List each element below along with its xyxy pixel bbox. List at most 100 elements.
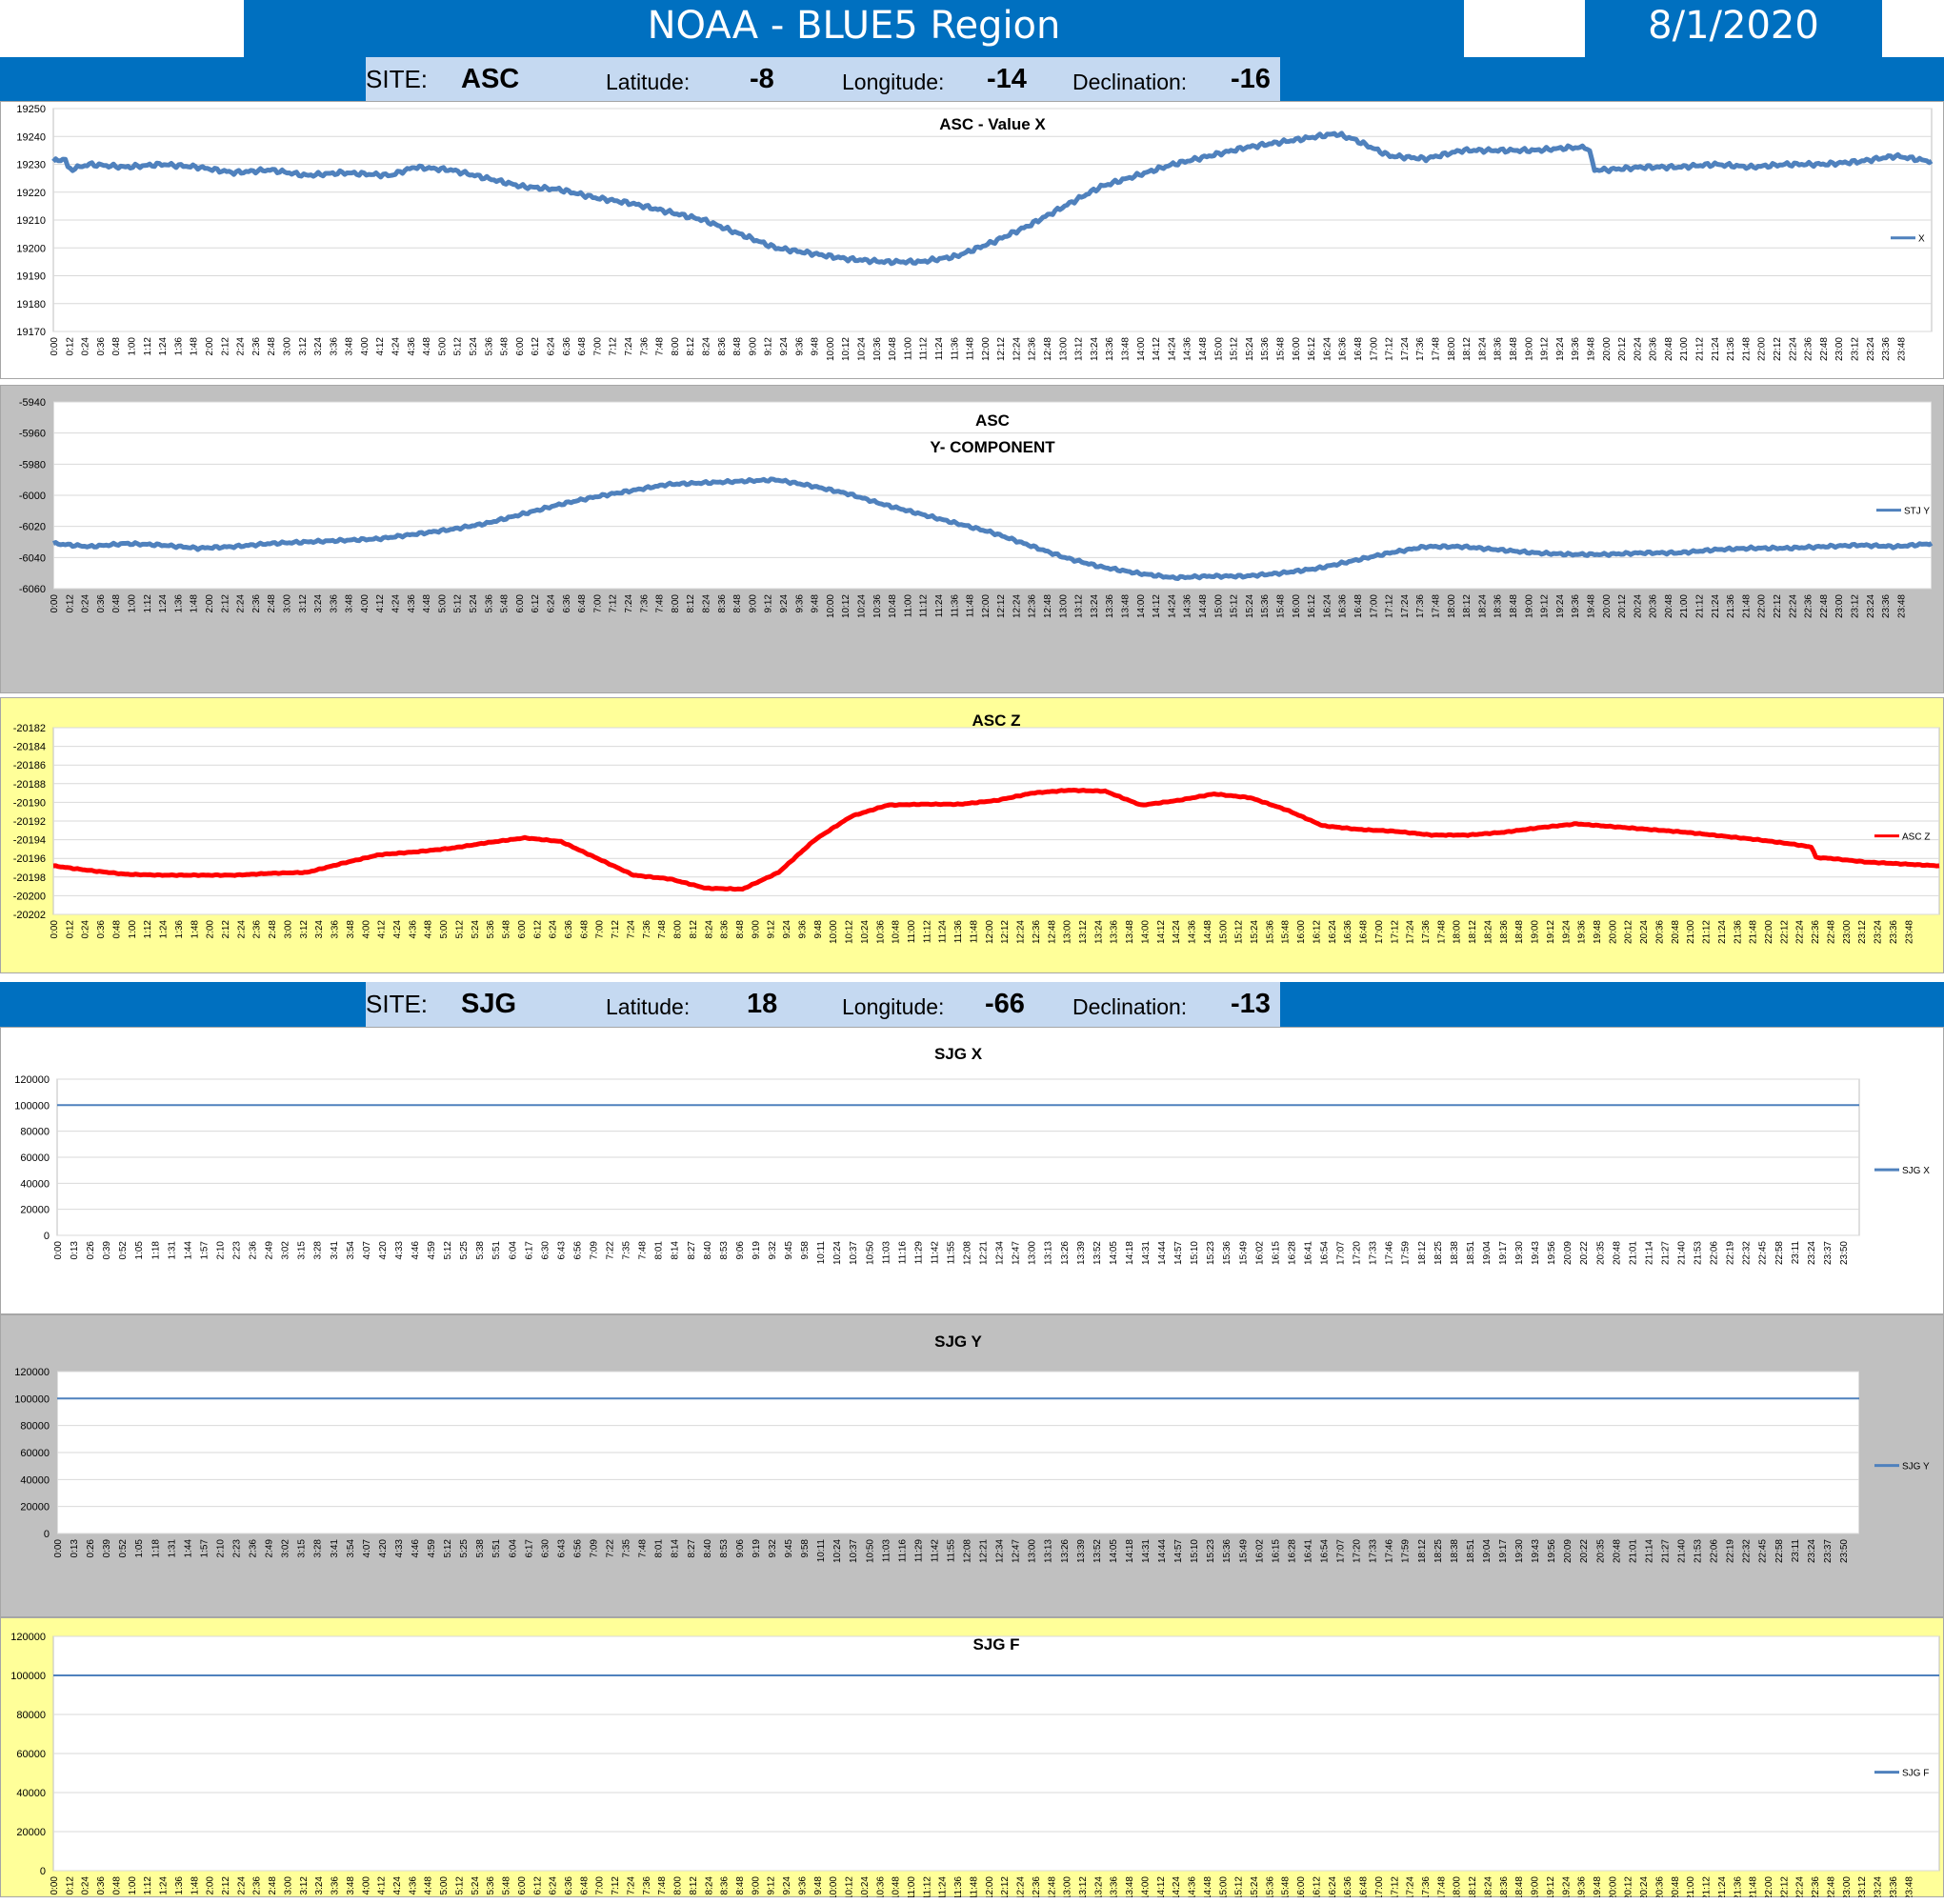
x-tick-label: 20:35 [1595, 1539, 1606, 1563]
x-tick-label: 6:43 [556, 1539, 567, 1558]
x-tick-label: 15:12 [1234, 920, 1245, 944]
x-tick-label: 14:12 [1156, 1876, 1167, 1897]
x-tick-label: 18:12 [1417, 1241, 1428, 1265]
x-tick-label: 1:05 [134, 1539, 145, 1558]
x-tick-label: 3:15 [297, 1539, 308, 1558]
x-tick-label: 0:13 [70, 1539, 80, 1558]
x-tick-label: 20:12 [1624, 1876, 1634, 1897]
x-tick-label: 13:00 [1063, 920, 1073, 944]
x-tick-label: 12:00 [985, 1876, 995, 1897]
x-tick-label: 17:46 [1385, 1241, 1395, 1265]
x-tick-label: 3:00 [284, 920, 294, 939]
x-tick-label: 5:00 [439, 920, 450, 939]
x-tick-label: 19:04 [1482, 1241, 1493, 1265]
x-tick-label: 9:36 [794, 594, 805, 613]
x-tick-label: 3:36 [329, 594, 339, 613]
x-tick-label: 13:48 [1121, 594, 1132, 618]
x-tick-label: 8:24 [702, 594, 712, 613]
x-tick-label: 5:48 [502, 1876, 512, 1895]
x-tick-label: 0:00 [50, 920, 60, 939]
x-tick-label: 12:12 [996, 594, 1007, 618]
x-tick-label: 8:00 [671, 337, 681, 356]
x-tick-label: 0:24 [81, 920, 91, 939]
x-tick-label: 6:48 [577, 594, 588, 613]
x-tick-label: 11:03 [881, 1241, 892, 1265]
x-tick-label: 1:31 [167, 1539, 177, 1558]
x-tick-label: 22:00 [1757, 337, 1768, 361]
x-tick-label: 8:27 [687, 1241, 697, 1260]
x-tick-label: 14:12 [1152, 594, 1162, 618]
x-tick-label: 1:00 [128, 337, 138, 356]
legend-label: STJ Y [1904, 507, 1930, 517]
x-tick-label: 20:48 [1612, 1241, 1622, 1265]
x-tick-label: 22:45 [1758, 1241, 1769, 1265]
x-tick-label: 16:36 [1343, 1876, 1353, 1897]
x-tick-label: 4:12 [375, 337, 386, 356]
x-tick-label: 11:16 [897, 1241, 908, 1265]
x-tick-label: 8:01 [654, 1539, 665, 1558]
x-tick-label: 16:00 [1292, 337, 1302, 361]
longitude-label: Longitude: [842, 994, 945, 1019]
x-tick-label: 6:24 [549, 1876, 559, 1895]
x-tick-label: 20:00 [1608, 920, 1618, 944]
x-tick-label: 10:12 [845, 920, 855, 944]
x-tick-label: 22:06 [1710, 1241, 1720, 1265]
x-tick-label: 5:12 [455, 920, 466, 939]
x-tick-label: 14:24 [1167, 594, 1177, 618]
x-tick-label: 9:06 [735, 1539, 746, 1558]
x-tick-label: 5:00 [439, 1876, 450, 1895]
x-tick-label: 18:24 [1477, 337, 1488, 361]
x-tick-label: 10:00 [826, 337, 836, 361]
y-tick-label: 120000 [14, 1074, 50, 1086]
x-tick-label: 6:04 [508, 1241, 518, 1260]
x-tick-label: 0:24 [81, 1876, 91, 1895]
x-tick-label: 8:12 [689, 1876, 699, 1895]
x-tick-label: 7:36 [642, 920, 652, 939]
series-line [52, 788, 1940, 892]
x-tick-label: 23:00 [1834, 337, 1845, 361]
x-tick-label: 21:12 [1695, 337, 1706, 361]
x-tick-label: 7:36 [642, 1876, 652, 1895]
x-tick-label: 15:12 [1234, 1876, 1245, 1897]
y-tick-label: 20000 [16, 1827, 46, 1838]
site-code: SJG [461, 989, 517, 1019]
x-tick-label: 1:48 [190, 337, 200, 356]
x-tick-label: 2:12 [221, 920, 231, 939]
x-tick-label: 13:00 [1058, 337, 1069, 361]
x-tick-label: 4:00 [360, 337, 371, 356]
y-tick-label: -5980 [19, 459, 46, 471]
chart-asc-y: -5940 -5960 -5980 -6000 -6020 -6040 -6060 0:00 0… [19, 397, 1934, 618]
x-tick-label: 18:36 [1493, 594, 1504, 618]
x-tick-label: 1:31 [167, 1241, 177, 1260]
x-tick-label: 12:47 [1012, 1241, 1022, 1265]
x-tick-label: 19:36 [1577, 1876, 1588, 1897]
x-tick-label: 10:36 [875, 1876, 886, 1897]
y-tick-label: 80000 [20, 1127, 50, 1138]
x-tick-label: 20:36 [1655, 920, 1666, 944]
x-tick-label: 7:24 [627, 1876, 637, 1895]
x-tick-label: 3:12 [299, 1876, 310, 1895]
y-tick-label: 19190 [16, 271, 46, 283]
chart-sjg-x: 120000 100000 80000 60000 40000 20000 00:00 0:1… [14, 1045, 1930, 1265]
x-tick-label: 11:36 [953, 1876, 964, 1897]
x-tick-label: 20:22 [1579, 1539, 1590, 1563]
y-tick-label: -20192 [13, 816, 46, 828]
x-tick-label: 14:36 [1183, 594, 1193, 618]
x-tick-label: 5:25 [459, 1241, 470, 1260]
x-tick-label: 10:48 [892, 1876, 902, 1897]
y-tick-label: 19220 [16, 188, 46, 199]
x-tick-label: 22:36 [1811, 920, 1821, 944]
x-tick-label: 20:48 [1612, 1539, 1622, 1563]
x-tick-label: 15:48 [1281, 1876, 1292, 1897]
x-tick-label: 18:51 [1466, 1539, 1476, 1563]
x-tick-label: 17:00 [1369, 337, 1379, 361]
x-tick-label: 8:12 [689, 920, 699, 939]
x-tick-label: 14:05 [1109, 1241, 1119, 1265]
x-tick-label: 1:48 [190, 920, 200, 939]
x-tick-label: 2:00 [206, 920, 216, 939]
x-tick-label: 16:36 [1343, 920, 1353, 944]
x-tick-label: 19:12 [1540, 594, 1551, 618]
y-tick-label: 0 [44, 1529, 50, 1540]
x-tick-label: 12:36 [1028, 594, 1038, 618]
x-tick-label: 20:00 [1608, 1876, 1618, 1897]
